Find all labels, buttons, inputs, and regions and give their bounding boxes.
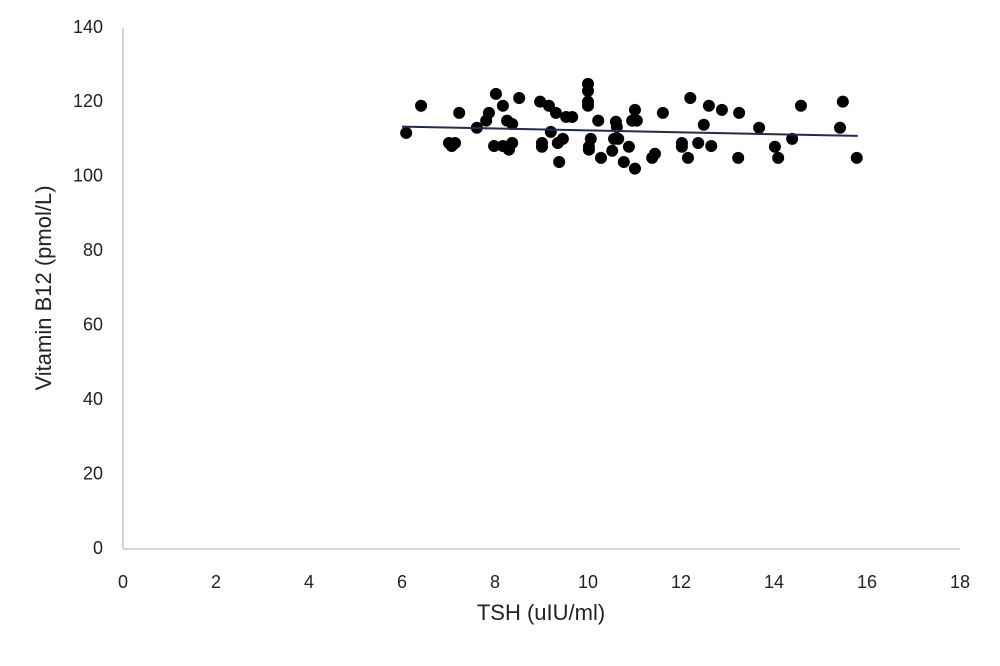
scatter-point: [705, 139, 718, 152]
scatter-point: [702, 99, 715, 112]
x-tick-label: 0: [118, 572, 128, 592]
scatter-point: [794, 99, 807, 112]
scatter-point: [648, 147, 661, 160]
scatter-point: [630, 114, 643, 127]
y-tick-label: 80: [83, 240, 103, 260]
scatter-point: [753, 121, 766, 134]
scatter-point: [488, 139, 501, 152]
x-tick-label: 14: [764, 572, 784, 592]
y-axis-title: Vitamin B12 (pmol/L): [31, 185, 56, 390]
y-tick-label: 20: [83, 463, 103, 483]
scatter-point: [617, 155, 630, 168]
x-tick-label: 12: [671, 572, 691, 592]
scatter-point: [496, 99, 509, 112]
scatter-point: [553, 155, 566, 168]
scatter-point: [595, 151, 608, 164]
scatter-point: [535, 140, 548, 153]
x-tick-label: 18: [950, 572, 970, 592]
scatter-point: [622, 140, 635, 153]
scatter-point: [489, 87, 502, 100]
scatter-point: [850, 151, 863, 164]
x-tick-label: 8: [490, 572, 500, 592]
scatter-point: [681, 151, 694, 164]
x-tick-label: 10: [578, 572, 598, 592]
scatter-point: [549, 106, 562, 119]
y-tick-label: 140: [73, 17, 103, 37]
scatter-point: [684, 91, 697, 104]
x-tick-label: 6: [397, 572, 407, 592]
scatter-point: [733, 106, 746, 119]
scatter-point: [628, 103, 641, 116]
scatter-point: [606, 144, 619, 157]
scatter-point: [656, 106, 669, 119]
scatter-point: [566, 110, 579, 123]
scatter-point: [482, 106, 495, 119]
scatter-point: [556, 132, 569, 145]
scatter-point: [786, 132, 799, 145]
y-tick-label: 100: [73, 166, 103, 186]
y-tick-label: 40: [83, 389, 103, 409]
scatter-point: [544, 125, 557, 138]
scatter-point: [834, 121, 847, 134]
scatter-point: [697, 118, 710, 131]
scatter-point: [449, 136, 462, 149]
scatter-point: [772, 151, 785, 164]
scatter-point: [836, 95, 849, 108]
scatter-point: [453, 106, 466, 119]
scatter-point: [692, 136, 705, 149]
scatter-point: [584, 132, 597, 145]
scatter-point: [582, 99, 594, 112]
scatter-point: [506, 118, 519, 131]
scatter-point: [675, 140, 688, 153]
x-tick-label: 16: [857, 572, 877, 592]
scatter-point: [513, 91, 526, 104]
scatter-point: [415, 99, 428, 112]
y-tick-label: 60: [83, 314, 103, 334]
x-tick-label: 2: [211, 572, 221, 592]
y-tick-label: 0: [93, 538, 103, 558]
trendline: [401, 125, 858, 137]
scatter-point: [612, 132, 625, 145]
scatter-point: [768, 140, 781, 153]
scatter-point: [592, 114, 605, 127]
y-tick-label: 120: [73, 91, 103, 111]
scatter-point: [400, 126, 413, 139]
x-axis-title: TSH (uIU/ml): [477, 600, 605, 625]
x-tick-label: 4: [304, 572, 314, 592]
scatter-point: [582, 143, 595, 156]
scatter-point: [506, 136, 519, 149]
scatter-point: [582, 84, 594, 97]
scatter-point: [732, 151, 745, 164]
scatter-point: [715, 103, 728, 116]
scatter-point: [628, 162, 641, 175]
